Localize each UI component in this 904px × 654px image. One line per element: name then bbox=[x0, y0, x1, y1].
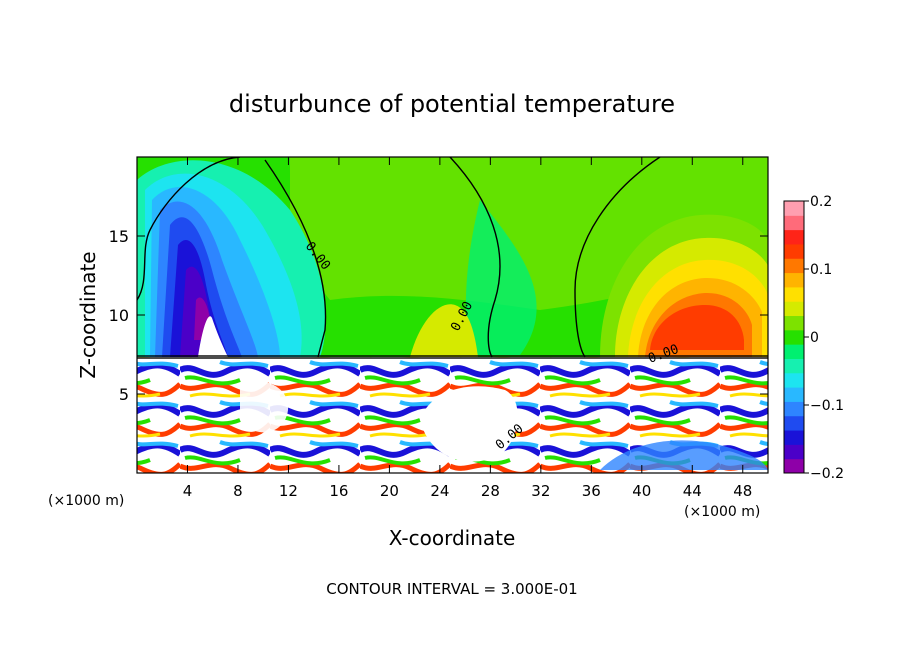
colorbar-swatch-9 bbox=[784, 329, 804, 345]
colorbar-tick-label-4: −0.2 bbox=[810, 466, 844, 482]
colorbar-swatch-8 bbox=[784, 344, 804, 359]
contour-interval-text: CONTOUR INTERVAL = 3.000E-01 bbox=[326, 580, 577, 598]
colorbar: 0.2 0.1 0 −0.1 −0.2 bbox=[783, 194, 844, 482]
colorbar-swatch-16 bbox=[784, 229, 804, 245]
inversion-line bbox=[137, 355, 768, 359]
colorbar-tick-label-1: 0.1 bbox=[810, 262, 832, 278]
x-tick-label-8: 36 bbox=[582, 482, 601, 500]
colorbar-swatch-4 bbox=[784, 401, 804, 417]
colorbar-swatch-10 bbox=[784, 315, 804, 331]
colorbar-swatch-0 bbox=[784, 458, 804, 474]
zero-contour-2 bbox=[264, 159, 327, 358]
colorbar-swatch-1 bbox=[784, 444, 804, 460]
colorbar-swatch-3 bbox=[784, 415, 804, 431]
y-tick-label-2: 15 bbox=[109, 227, 129, 246]
colorbar-swatch-6 bbox=[784, 372, 804, 388]
x-tick-label-1: 8 bbox=[233, 482, 243, 500]
colorbar-swatch-13 bbox=[784, 272, 804, 288]
y-tick-label-1: 10 bbox=[109, 306, 129, 325]
x-tick-label-7: 32 bbox=[531, 482, 550, 500]
boundary-layer-white-1 bbox=[420, 386, 518, 462]
x-axis-title: X-coordinate bbox=[389, 526, 516, 550]
x-tick-label-3: 16 bbox=[329, 482, 348, 500]
x-tick-label-4: 20 bbox=[380, 482, 399, 500]
colorbar-tick-label-2: 0 bbox=[810, 330, 819, 346]
colorbar-swatch-18 bbox=[784, 201, 804, 216]
colorbar-swatch-17 bbox=[784, 215, 804, 231]
x-tick-label-9: 40 bbox=[632, 482, 651, 500]
mid-teal-region bbox=[465, 200, 537, 355]
warm-anomaly-core bbox=[650, 305, 744, 350]
x-tick-label-11: 48 bbox=[733, 482, 752, 500]
x-tick-label-10: 44 bbox=[683, 482, 702, 500]
y-axis: 5 10 15 bbox=[109, 227, 768, 404]
boundary-layer-white-2 bbox=[240, 381, 289, 433]
zero-contour-4 bbox=[574, 157, 661, 358]
weak-warm-patch bbox=[410, 304, 478, 357]
x-unit-label-left: (×1000 m) bbox=[48, 493, 124, 509]
colorbar-swatch-2 bbox=[784, 430, 804, 445]
x-tick-label-5: 24 bbox=[430, 482, 449, 500]
boundary-layer-band bbox=[600, 440, 768, 470]
colorbar-tick-label-0: 0.2 bbox=[810, 194, 832, 210]
colorbar-swatch-11 bbox=[784, 301, 804, 317]
colorbar-tick-label-3: −0.1 bbox=[810, 398, 844, 414]
zero-contour-3 bbox=[449, 157, 501, 358]
colorbar-swatch-15 bbox=[784, 243, 804, 259]
colorbar-swatch-5 bbox=[784, 387, 804, 402]
chart-title: disturbunce of potential temperature bbox=[229, 90, 675, 118]
cold-anomaly-notch bbox=[198, 316, 228, 357]
x-tick-label-6: 28 bbox=[481, 482, 500, 500]
zero-contour-1 bbox=[137, 157, 241, 301]
colorbar-swatch-7 bbox=[784, 358, 804, 374]
colorbar-swatch-14 bbox=[784, 258, 804, 274]
y-tick-label-0: 5 bbox=[119, 385, 129, 404]
colorbar-swatch-12 bbox=[784, 286, 804, 302]
x-tick-label-2: 12 bbox=[279, 482, 298, 500]
y-axis-title: Z-coordinate bbox=[76, 251, 100, 378]
x-axis: 4 8 12 16 20 24 28 32 36 40 44 48 bbox=[183, 157, 752, 500]
x-tick-label-0: 4 bbox=[183, 482, 193, 500]
x-unit-label-right: (×1000 m) bbox=[684, 504, 760, 520]
heatmap-field bbox=[137, 157, 768, 473]
